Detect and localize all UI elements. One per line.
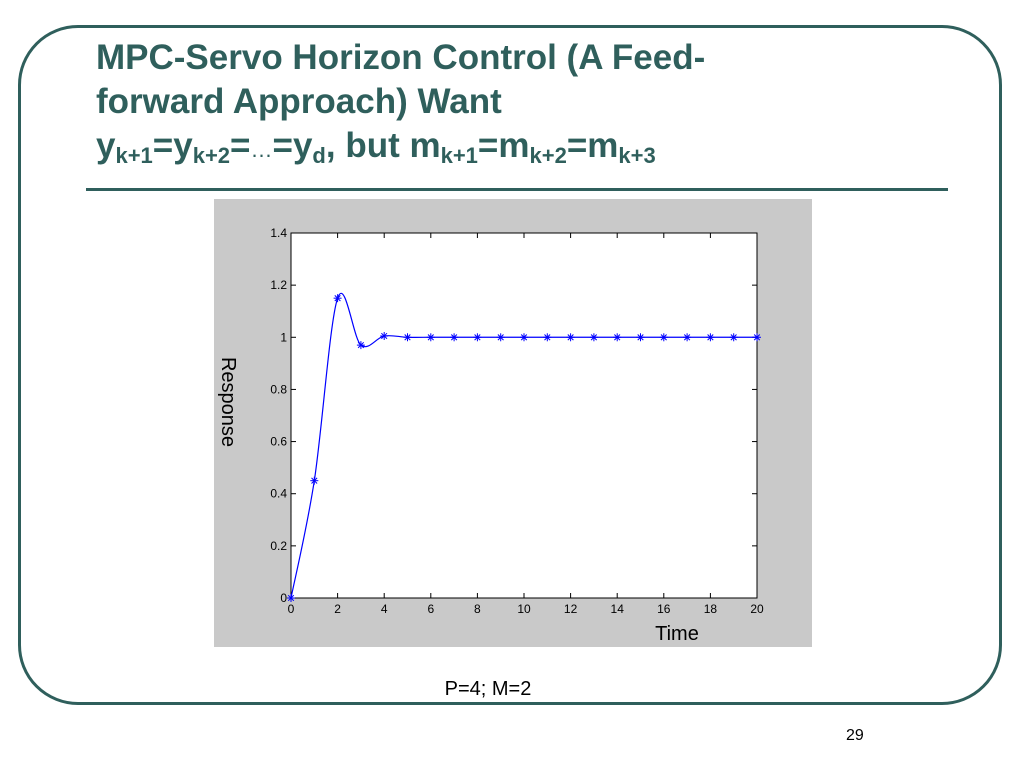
y-tick-label: 0.4	[270, 487, 287, 501]
eq-y1: y	[96, 126, 116, 165]
data-point-marker	[589, 333, 598, 342]
data-point-marker	[496, 333, 505, 342]
eq-sub3: d	[312, 143, 326, 168]
eq-y3: y	[292, 126, 313, 165]
y-tick-label: 1.2	[270, 278, 287, 292]
data-point-marker	[659, 333, 668, 342]
title-equation: yk+1=yk+2=…=yd, but mk+1=mk+2=mk+3	[96, 124, 956, 172]
eq-mid: , but	[325, 126, 410, 165]
data-point-marker	[426, 333, 435, 342]
eq-eq3: =	[272, 126, 293, 165]
data-point-marker	[287, 594, 295, 602]
data-point-marker	[706, 333, 715, 342]
x-tick-label: 2	[334, 602, 341, 616]
eq-sub5: k+2	[529, 143, 567, 168]
x-tick-label: 8	[474, 602, 481, 616]
x-tick-label: 0	[288, 602, 295, 616]
y-axis-label: Response	[217, 357, 239, 447]
slide-title: MPC-Servo Horizon Control (A Feed- forwa…	[96, 36, 956, 172]
data-point-marker	[310, 476, 319, 485]
data-point-marker	[380, 331, 389, 340]
eq-eq2: =	[230, 126, 251, 165]
data-point-marker	[333, 294, 342, 303]
eq-sub4: k+1	[440, 143, 478, 168]
x-tick-label: 6	[427, 602, 434, 616]
data-point-marker	[450, 333, 459, 342]
data-point-marker	[753, 333, 761, 342]
eq-eq4: =	[477, 126, 499, 165]
eq-eq1: =	[152, 126, 174, 165]
data-point-marker	[613, 333, 622, 342]
data-point-marker	[473, 333, 482, 342]
data-point-marker	[403, 333, 412, 342]
x-tick-label: 14	[611, 602, 625, 616]
page-number: 29	[846, 727, 864, 744]
response-chart: 0 2 4 6 8 10 12 14 16 18 20 0 0.2 0.4 0.6 0.8 1 1.2 1.4 Ti…	[217, 226, 764, 645]
eq-m3: m	[587, 126, 619, 165]
data-point-marker	[543, 333, 552, 342]
x-tick-label: 18	[704, 602, 718, 616]
title-line-2: forward Approach) Want	[96, 82, 502, 121]
figure-caption: P=4; M=2	[444, 678, 532, 700]
x-tick-label: 10	[517, 602, 531, 616]
data-point-marker	[636, 333, 645, 342]
ticks-layer: 0 2 4 6 8 10 12 14 16 18 20 0 0.2 0.4 0.6 0.8 1 1.2 1.4	[270, 226, 764, 616]
data-point-marker	[683, 333, 692, 342]
title-underline	[86, 188, 948, 191]
y-tick-label: 0	[280, 591, 287, 605]
x-tick-label: 12	[564, 602, 578, 616]
title-line-1: MPC-Servo Horizon Control (A Feed-	[96, 38, 706, 77]
eq-sub1: k+1	[115, 143, 153, 168]
eq-m1: m	[409, 126, 441, 165]
y-tick-label: 1	[280, 330, 287, 344]
x-axis-label: Time	[655, 623, 699, 645]
x-tick-label: 16	[657, 602, 671, 616]
series-layer	[287, 293, 761, 602]
x-tick-label: 20	[750, 602, 764, 616]
eq-y2: y	[173, 126, 193, 165]
response-line	[290, 293, 757, 599]
eq-eq5: =	[566, 126, 588, 165]
data-point-marker	[729, 333, 738, 342]
y-tick-label: 0.8	[270, 382, 287, 396]
plot-area	[290, 232, 758, 599]
eq-m2: m	[498, 126, 530, 165]
y-tick-label: 0.2	[270, 539, 287, 553]
data-point-marker	[566, 333, 575, 342]
x-tick-label: 4	[381, 602, 388, 616]
eq-sub6: k+3	[618, 143, 656, 168]
y-tick-label: 1.4	[270, 226, 287, 240]
data-point-marker	[356, 341, 365, 350]
eq-ellipsis: …	[250, 137, 273, 162]
y-tick-label: 0.6	[270, 435, 287, 449]
eq-sub2: k+2	[192, 143, 231, 168]
data-point-marker	[520, 333, 528, 342]
